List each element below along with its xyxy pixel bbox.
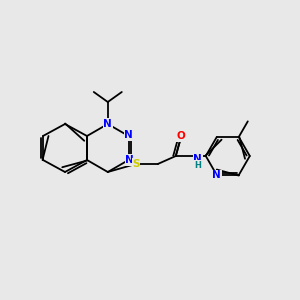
Text: H: H [194,160,201,169]
Text: N: N [103,119,112,129]
Text: O: O [176,131,185,141]
Text: N: N [212,170,221,180]
Text: N: N [124,130,133,140]
Text: N: N [194,154,202,164]
Text: N: N [125,155,134,165]
Text: S: S [132,159,140,169]
